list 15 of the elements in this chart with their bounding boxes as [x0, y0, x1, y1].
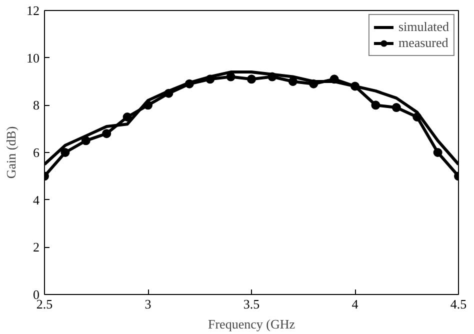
x-tick-label: 4.5 [450, 296, 467, 312]
y-axis-title: Gain (dB) [4, 126, 18, 179]
legend-label: simulated [398, 19, 449, 35]
y-tick-label: 2 [33, 240, 40, 255]
y-tick-label: 4 [33, 192, 40, 208]
y-tick-label: 6 [33, 145, 40, 160]
x-tick-label: 3.5 [243, 296, 260, 312]
x-axis-title: Frequency (GHz [208, 316, 296, 332]
y-tick-label: 10 [26, 50, 40, 66]
y-tick-label: 0 [33, 287, 40, 302]
y-tick-label: 8 [33, 98, 40, 113]
x-tick-label: 3 [144, 296, 152, 312]
x-tick-label: 4 [352, 296, 359, 312]
y-tick-label: 12 [26, 3, 40, 18]
legend-label: measured [398, 35, 448, 51]
